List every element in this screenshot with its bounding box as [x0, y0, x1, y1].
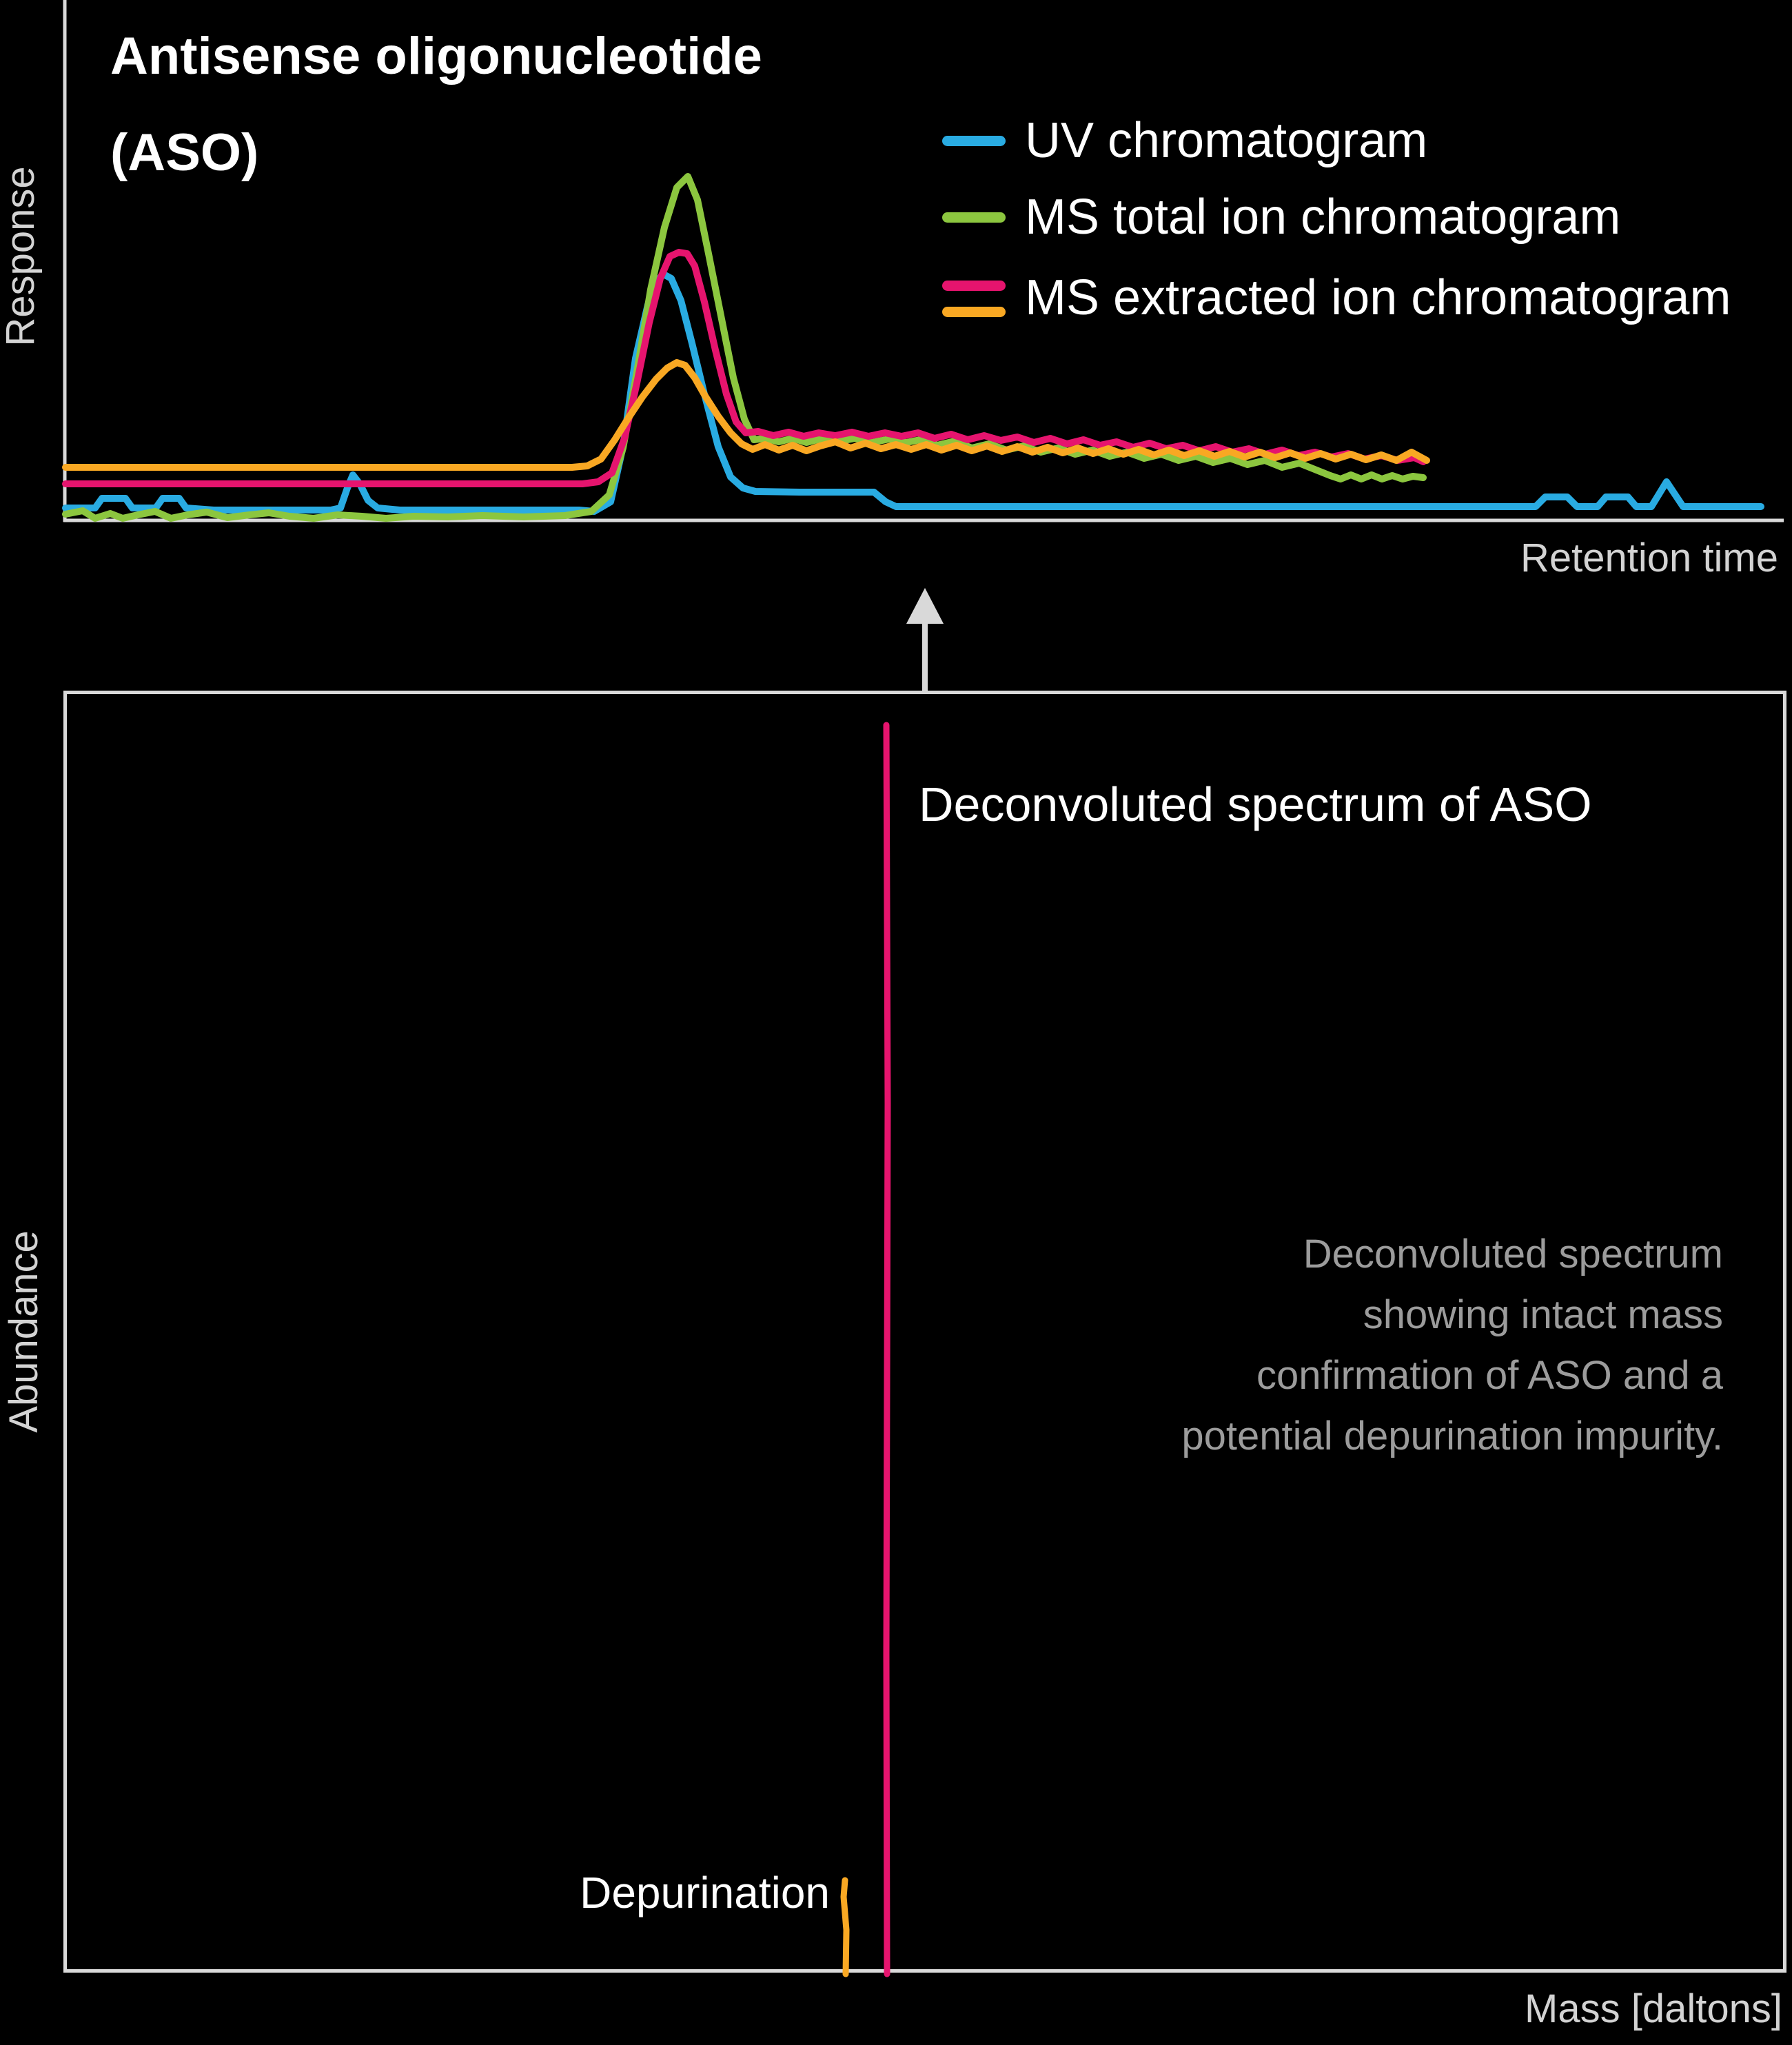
- legend-item-ms-eic: MS extracted ion chromatogram: [1025, 270, 1731, 325]
- retention-time-axis-label: Retention time: [1520, 536, 1778, 580]
- figure-title: Antisense oligonucleotide (ASO): [110, 8, 762, 201]
- ms-eic-pink-swatch-icon: [942, 281, 1006, 291]
- annotation-line4: potential depurination impurity.: [1181, 1414, 1723, 1458]
- ms-eic-orange-swatch-icon: [942, 307, 1006, 317]
- up-arrow-icon: [906, 588, 944, 692]
- annotation-line1: Deconvoluted spectrum: [1303, 1232, 1723, 1276]
- uv-chromatogram-swatch-icon: [942, 136, 1006, 146]
- ms-tic-swatch-icon: [942, 212, 1006, 223]
- legend-item-ms-tic: MS total ion chromatogram: [1025, 190, 1621, 245]
- figure-title-line1: Antisense oligonucleotide: [110, 27, 762, 85]
- abundance-axis-label: Abundance: [1, 1230, 46, 1433]
- MS extracted ion chromatogram (depurination): [62, 359, 1430, 471]
- response-axis-label: Response: [0, 166, 43, 347]
- deconvoluted-spectrum-panel: [63, 691, 1786, 1973]
- depurination-label: Depurination: [580, 1868, 830, 1917]
- mass-axis-label: Mass [daltons]: [1525, 1986, 1782, 2031]
- spectrum-panel-title: Deconvoluted spectrum of ASO: [919, 777, 1592, 831]
- figure-title-line2: (ASO): [110, 123, 259, 182]
- annotation-line2: showing intact mass: [1363, 1292, 1723, 1337]
- spectrum-annotation: Deconvoluted spectrum showing intact mas…: [1181, 1224, 1723, 1467]
- legend-item-uv: UV chromatogram: [1025, 113, 1428, 168]
- annotation-line3: confirmation of ASO and a: [1256, 1353, 1723, 1398]
